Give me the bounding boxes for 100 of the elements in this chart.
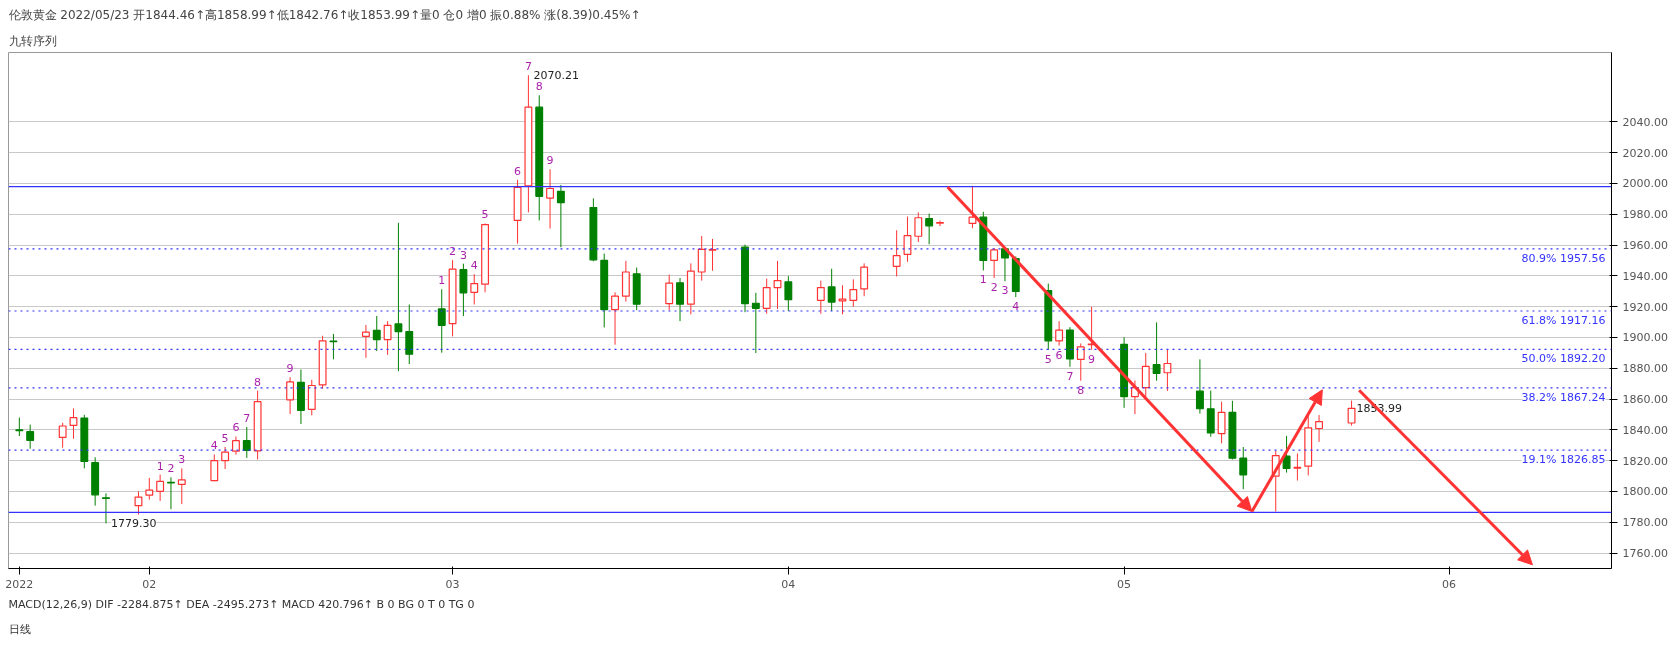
candlestick [156, 474, 165, 502]
candlestick [383, 320, 392, 356]
annotation: 2070.21 [533, 69, 579, 83]
candlestick [784, 275, 793, 312]
y-tick-label: 1920.00 [1622, 300, 1668, 314]
y-tick-label: 1860.00 [1622, 393, 1668, 407]
annotation: 6 [1055, 348, 1063, 362]
annotation: 7 [243, 411, 251, 425]
annotation: 1 [156, 459, 164, 473]
annotation: 3 [1001, 284, 1009, 298]
candlestick [697, 235, 706, 282]
candlestick [134, 490, 143, 516]
candlestick [816, 280, 825, 315]
candlestick [459, 263, 468, 317]
candlestick [15, 417, 24, 437]
candlestick [1293, 452, 1302, 482]
candlestick [892, 229, 901, 277]
annotation: 9 [546, 154, 554, 168]
y-tick-label: 1760.00 [1622, 547, 1668, 561]
ref-line-label: 50.0% 1892.20 [1521, 352, 1606, 366]
candlestick [1141, 352, 1150, 399]
y-tick-label: 2000.00 [1622, 177, 1668, 191]
text: 日线 [8, 622, 31, 636]
y-tick-label: 1820.00 [1622, 454, 1668, 468]
y-tick-label: 1800.00 [1622, 485, 1668, 499]
annotation: 2 [990, 281, 998, 294]
candlestick [405, 303, 414, 365]
y-tick-label: 1960.00 [1622, 239, 1668, 253]
x-tick-label: 03 [445, 577, 460, 591]
candlestick [372, 315, 381, 352]
x-tick-label: 04 [781, 577, 796, 591]
y-tick-label: 1780.00 [1622, 516, 1668, 530]
candlestick [69, 407, 78, 440]
annotation: 6 [514, 164, 522, 178]
candlestick [751, 292, 760, 354]
y-tick-label: 1980.00 [1622, 208, 1668, 222]
annotation: 1 [438, 274, 446, 288]
annotation: 2 [449, 245, 457, 259]
candlestick [903, 216, 912, 263]
candlestick [914, 211, 923, 243]
candlestick [210, 453, 219, 482]
candlestick [1163, 348, 1172, 392]
x-tick-label: 05 [1117, 577, 1132, 591]
candlestick [838, 284, 847, 315]
annotation: 9 [1088, 352, 1096, 366]
annotation: 6 [232, 421, 240, 435]
candlestick [232, 436, 240, 456]
candlestick [762, 278, 771, 315]
candlestick [26, 424, 35, 450]
candlestick [1239, 446, 1248, 490]
candlestick [1195, 358, 1204, 415]
candlestick [242, 426, 251, 459]
ref-line-label: 80.9% 1957.56 [1521, 251, 1606, 265]
y-tick-label: 1940.00 [1622, 269, 1668, 283]
candlestick [470, 273, 479, 305]
candlestick [676, 277, 684, 322]
candlestick [361, 324, 370, 359]
ref-line-label: 19.1% 1826.85 [1521, 453, 1606, 467]
candlestick [925, 213, 934, 245]
candlestick [936, 220, 944, 227]
annotation: 1 [979, 273, 987, 287]
candlestick [1152, 321, 1161, 382]
candlestick [286, 376, 295, 415]
candlestick [546, 168, 555, 230]
candlestick [773, 260, 782, 310]
candlestick [307, 379, 316, 416]
annotation: 9 [286, 362, 294, 376]
x-tick-label: 2022 [5, 577, 34, 591]
annotation: 8 [1077, 383, 1085, 397]
annotation: 7 [524, 60, 532, 74]
candlestick [1217, 401, 1226, 444]
y-tick-label: 2040.00 [1622, 115, 1668, 129]
candlestick [177, 467, 186, 505]
y-tick-label: 2020.00 [1622, 146, 1668, 160]
annotation: 3 [178, 453, 186, 467]
candlestick [1055, 320, 1064, 347]
annotation: 4 [1012, 300, 1020, 314]
chart-subtitle: 九转序列 [8, 33, 57, 48]
annotation: 3 [459, 248, 467, 262]
annotation: 7 [1066, 369, 1074, 383]
text: MACD(12,26,9) DIF -2284.875↑ DEA -2495.273↑ MACD 420.796↑ B 0 BG 0 T 0 TG 0 [8, 597, 475, 611]
candlestick [58, 422, 67, 449]
y-tick-label: 1900.00 [1622, 331, 1668, 345]
ref-line-label: 61.8% 1917.16 [1521, 314, 1606, 328]
x-tick-label: 02 [142, 577, 157, 591]
candlestick [1076, 342, 1085, 382]
candlestick [827, 268, 836, 312]
ref-line-label: 38.2% 1867.24 [1521, 390, 1606, 404]
annotation: 1779.30 [110, 517, 157, 531]
candlestick [102, 492, 110, 524]
candlestick [145, 477, 154, 501]
y-tick-label: 1880.00 [1622, 362, 1668, 376]
candlestick [708, 238, 717, 272]
candlestick [221, 446, 230, 470]
annotation: 4 [470, 259, 478, 273]
annotation: 2 [167, 462, 175, 476]
y-tick-label: 1840.00 [1622, 423, 1668, 437]
candlestick [437, 288, 446, 354]
annotation: 5 [221, 431, 229, 445]
candlestick [1347, 400, 1356, 427]
